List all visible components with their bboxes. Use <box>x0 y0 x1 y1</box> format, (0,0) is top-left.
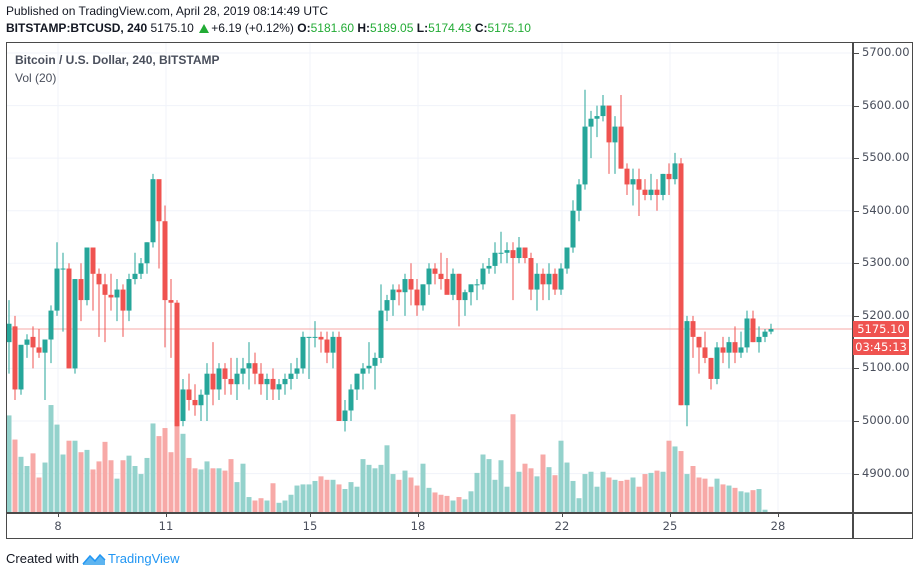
price-axis-tick <box>853 315 859 317</box>
chart-plot-area[interactable] <box>7 43 853 512</box>
time-axis-label: 28 <box>770 519 786 533</box>
price-axis-label: 5600.00 <box>862 97 910 112</box>
high-label: H: <box>357 21 371 35</box>
price-axis-label: 5100.00 <box>862 360 910 375</box>
time-axis-label: 15 <box>302 519 318 533</box>
price-axis-tick <box>853 105 859 107</box>
time-axis-label: 8 <box>54 519 62 533</box>
time-axis-tick <box>166 512 167 517</box>
price-axis-line <box>852 43 854 538</box>
price-axis-label: 5000.00 <box>862 413 910 427</box>
price-axis-tick <box>853 421 859 422</box>
time-axis-tick <box>58 512 59 517</box>
price-axis-tick <box>853 210 859 212</box>
price-axis-label: 5200.00 <box>862 307 910 322</box>
time-axis-tick <box>670 512 671 517</box>
price-axis-label: 5500.00 <box>862 150 910 165</box>
up-arrow-icon <box>199 24 210 33</box>
open-value: 5181.60 <box>310 21 355 35</box>
time-axis-label: 11 <box>158 519 174 533</box>
time-axis-tick <box>418 512 419 517</box>
price-axis-label: 5700.00 <box>862 45 910 59</box>
price-axis-tick <box>853 53 859 54</box>
time-axis-label: 25 <box>662 519 678 533</box>
price-axis-tick <box>853 263 859 265</box>
symbol-label: BITSTAMP:BTCUSD, 240 <box>6 21 148 35</box>
time-axis-label: 22 <box>554 519 570 533</box>
time-axis-line <box>7 512 912 514</box>
price-axis-tick <box>853 368 859 370</box>
created-with-label: Created with <box>6 551 79 566</box>
price-axis-tick <box>853 473 859 475</box>
last-price-tag: 5175.10 <box>853 321 909 337</box>
time-axis-label: 18 <box>410 519 426 533</box>
close-value: 5175.10 <box>487 21 531 35</box>
volume-legend: Vol (20) <box>15 71 57 85</box>
price-axis-label: 5300.00 <box>862 255 910 270</box>
time-axis-tick <box>562 512 563 517</box>
low-label: L: <box>416 21 429 35</box>
countdown-tag: 03:45:13 <box>853 339 909 355</box>
tradingview-brand-label: TradingView <box>107 551 180 566</box>
tradingview-logo-icon <box>82 553 106 565</box>
low-value: 5174.43 <box>428 21 472 35</box>
footer: Created with TradingView <box>6 551 180 566</box>
symbol-quote-line: BITSTAMP:BTCUSD, 240 5175.10 +6.19 (+0.1… <box>6 21 531 35</box>
tradingview-link[interactable]: TradingView <box>82 551 180 566</box>
time-axis-tick <box>310 512 311 517</box>
last-price: 5175.10 <box>150 21 194 35</box>
chart-frame <box>6 42 913 539</box>
price-change: +6.19 (+0.12%) <box>211 21 294 35</box>
close-label: C: <box>474 21 488 35</box>
chart-legend-title: Bitcoin / U.S. Dollar, 240, BITSTAMP <box>15 53 220 67</box>
published-line: Published on TradingView.com, April 28, … <box>6 4 328 18</box>
high-value: 5189.05 <box>370 21 414 35</box>
price-axis-tick <box>853 158 859 160</box>
open-label: O: <box>297 21 311 35</box>
price-axis-label: 4900.00 <box>862 465 910 480</box>
price-axis-label: 5400.00 <box>862 202 910 217</box>
candlestick-chart[interactable] <box>7 43 853 512</box>
time-axis-tick <box>778 512 779 517</box>
